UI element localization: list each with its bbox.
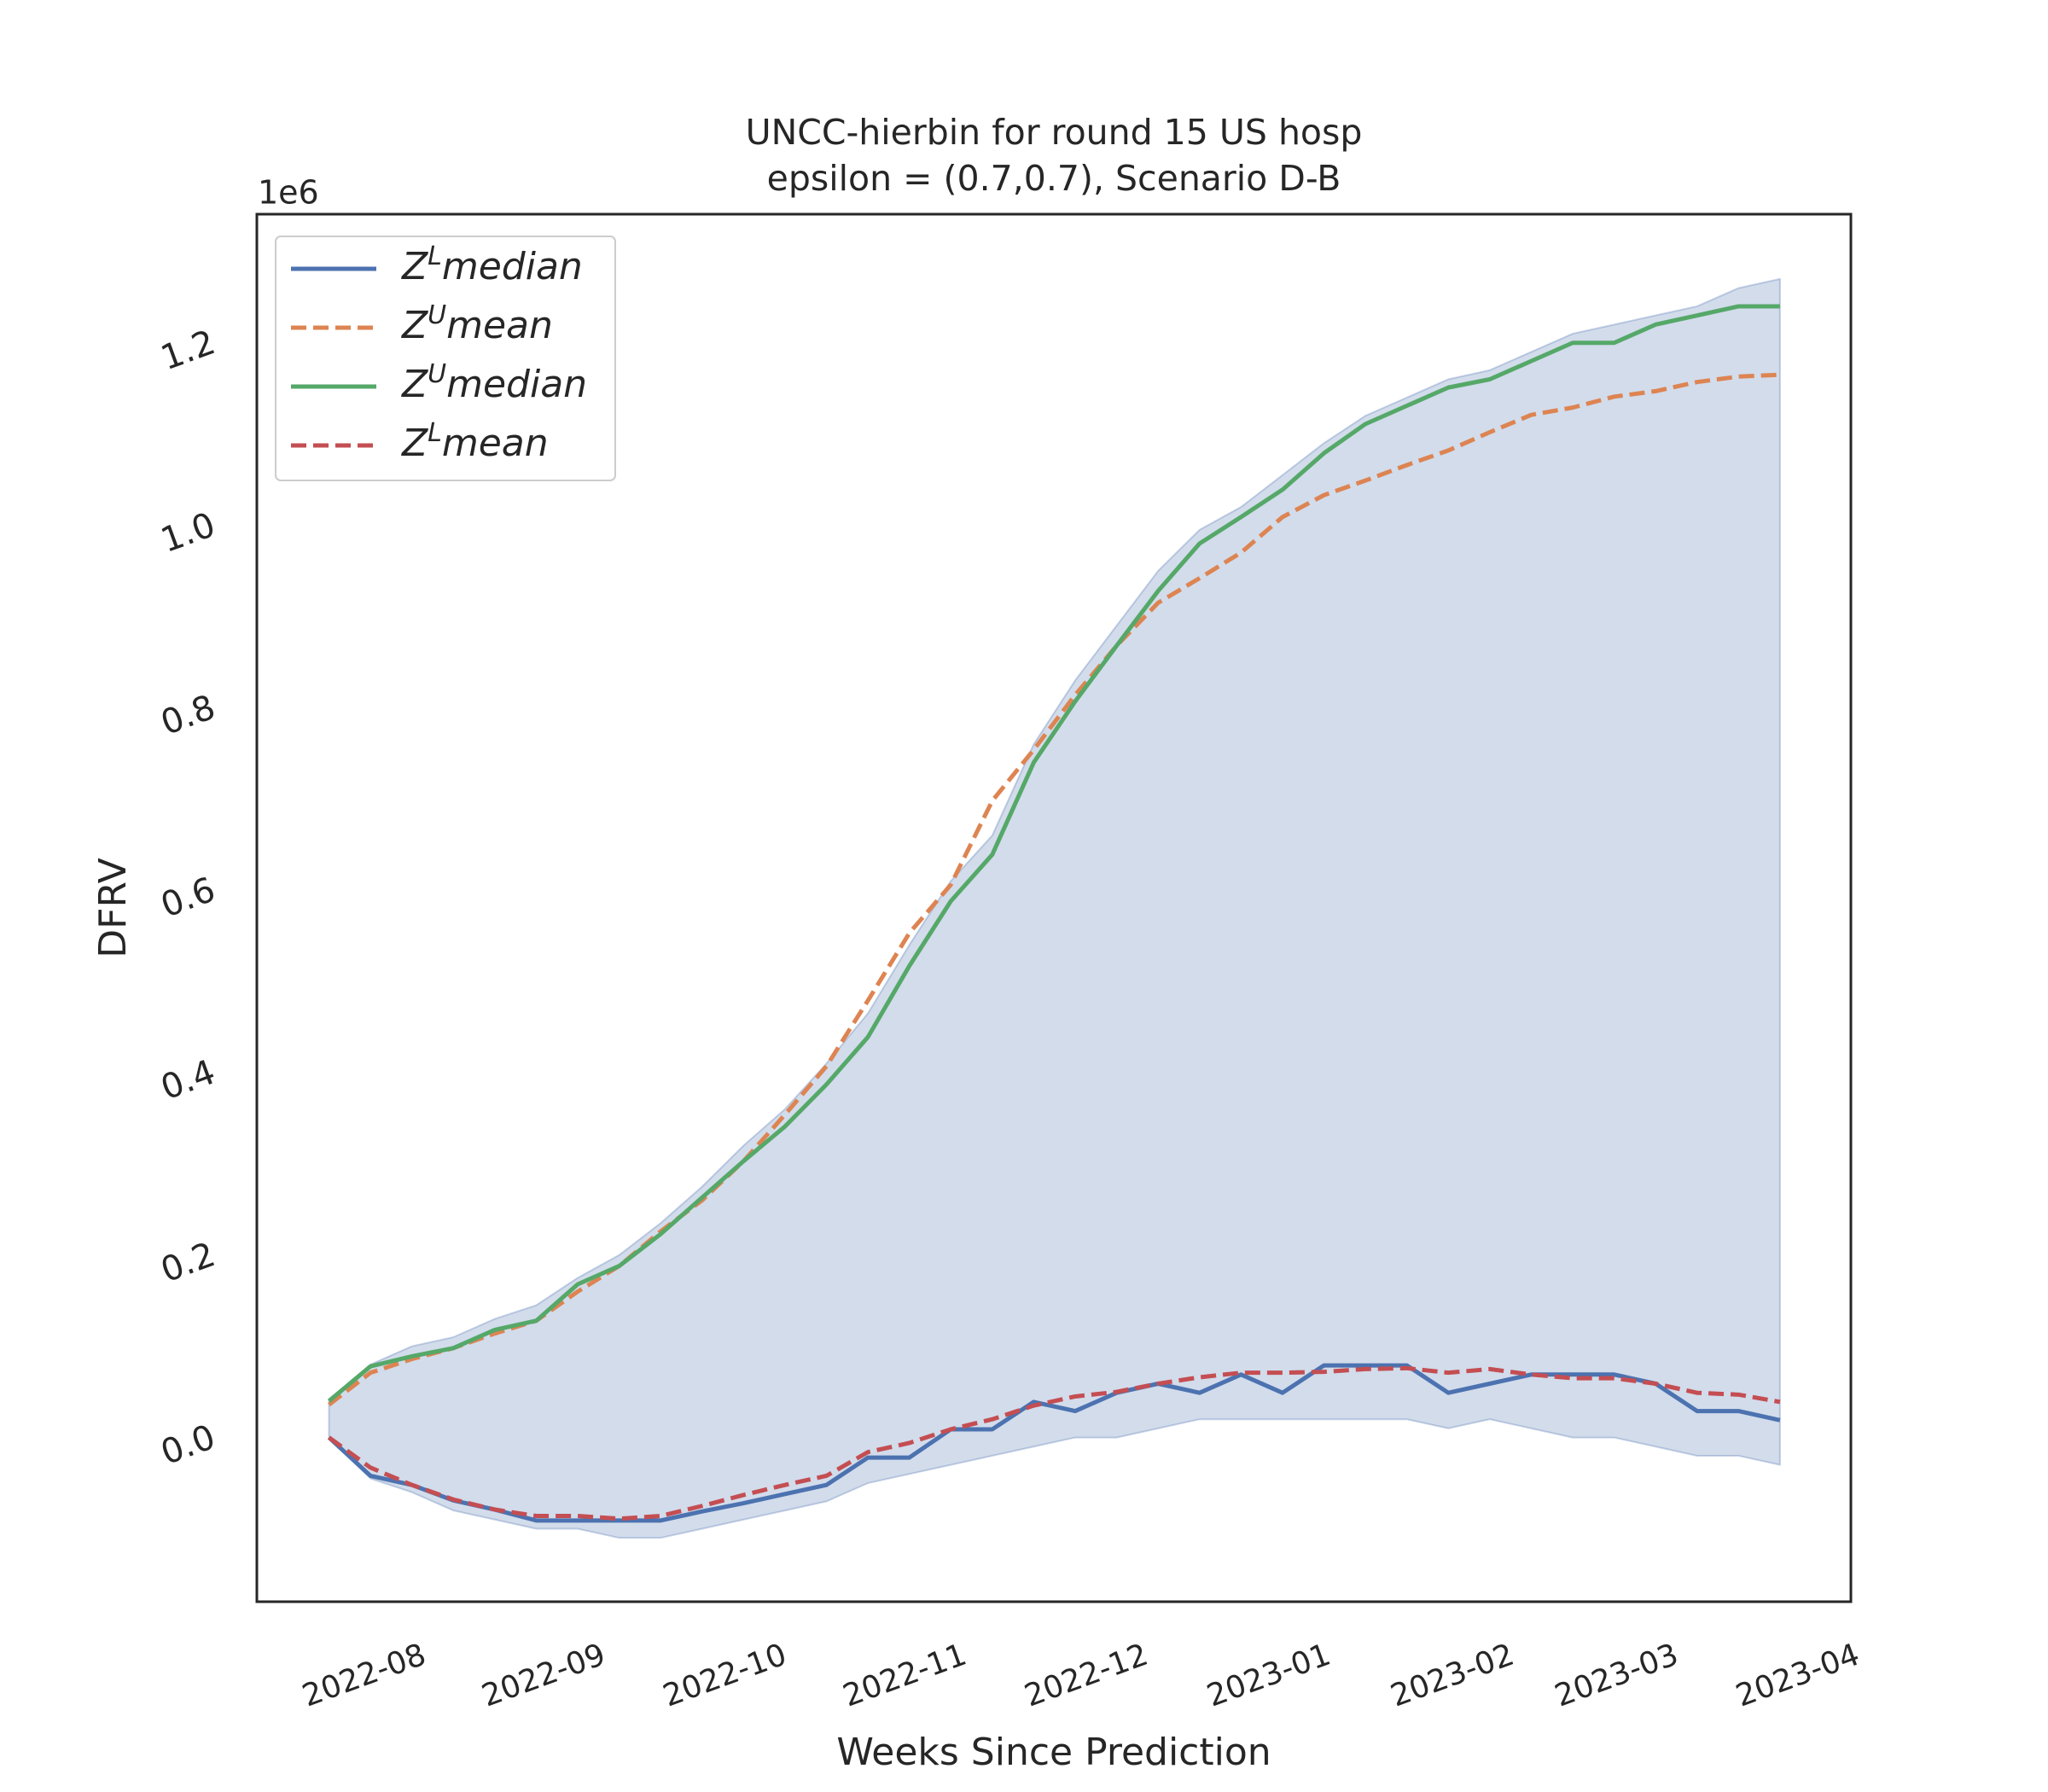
legend-label-part: median	[446, 363, 587, 406]
legend-label-part: median	[442, 245, 583, 288]
x-tick-label: 2023-02	[1386, 1638, 1518, 1714]
x-tick-label: 2022-10	[659, 1638, 791, 1714]
y-tick-label: 0.4	[156, 1052, 221, 1108]
chart-title: UNCC-hierbin for round 15 US hosp	[746, 112, 1363, 153]
line	[327, 304, 1780, 1403]
legend-label-part: L	[428, 418, 442, 448]
legend-label: ZUmean	[401, 300, 553, 348]
legend-label-part: Z	[401, 422, 428, 465]
x-tick-label: 2022-08	[298, 1638, 430, 1714]
y-tick-label: 0.8	[156, 688, 221, 743]
legend-label: ZLmedian	[401, 241, 583, 289]
y-tick-label: 0.2	[156, 1235, 221, 1290]
y-axis-label: DFRV	[91, 858, 135, 957]
legend-label-part: Z	[401, 245, 428, 288]
line	[328, 372, 1781, 1407]
y-offset-label: 1e6	[258, 174, 319, 212]
band	[328, 277, 1781, 1539]
legend-label-part: U	[428, 359, 446, 389]
legend-label: ZLmean	[401, 418, 549, 466]
line	[328, 1365, 1781, 1521]
legend-label-part: L	[428, 241, 442, 271]
x-axis-label: Weeks Since Prediction	[836, 1731, 1271, 1774]
y-tick-label: 1.2	[156, 323, 221, 378]
x-tick-label: 2022-09	[477, 1638, 609, 1714]
x-tick-label: 2023-04	[1731, 1638, 1864, 1714]
legend-label: ZUmedian	[401, 359, 587, 407]
y-tick-label: 0.6	[156, 870, 221, 926]
x-tick-label: 2023-03	[1551, 1638, 1683, 1714]
legend-label-part: mean	[446, 304, 553, 347]
x-tick-label: 2023-01	[1202, 1638, 1335, 1714]
x-tick-label: 2022-12	[1020, 1638, 1152, 1714]
x-tick-label: 2022-11	[839, 1638, 971, 1714]
legend-label-part: U	[428, 300, 446, 330]
legend-label-part: mean	[442, 422, 549, 465]
legend-label-part: Z	[401, 304, 428, 347]
plot-frame	[255, 212, 1853, 1603]
legend-box	[275, 236, 616, 481]
y-tick-label: 1.0	[156, 505, 221, 561]
y-tick-label: 0.0	[156, 1417, 221, 1473]
chart-subtitle: epsilon = (0.7,0.7), Scenario D-B	[767, 158, 1341, 199]
legend-label-part: Z	[401, 363, 428, 406]
